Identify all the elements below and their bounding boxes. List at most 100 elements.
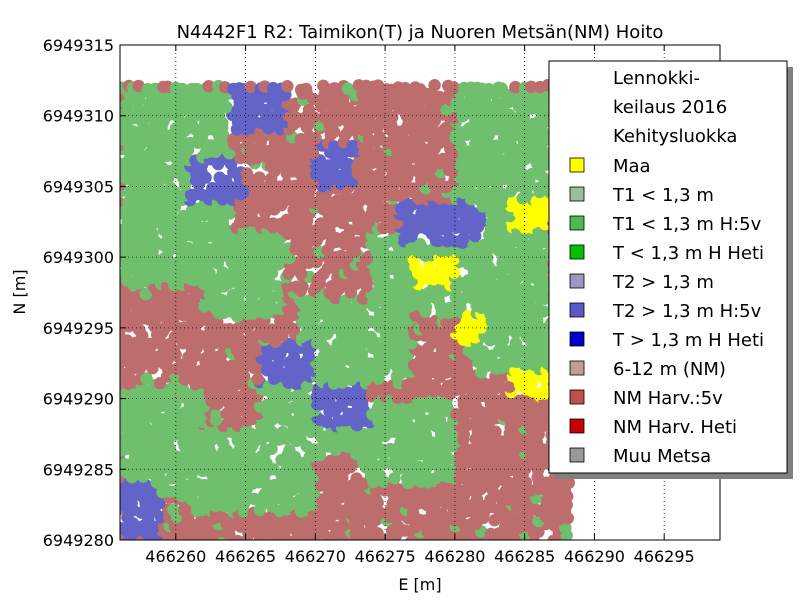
legend-swatch	[569, 302, 585, 318]
legend: Lennokki- keilaus 2016 Kehitysluokka Maa…	[548, 60, 793, 479]
legend-swatch	[569, 418, 585, 434]
data-point-nm-harv-5v	[428, 351, 442, 365]
data-point-nm-harv-5v	[302, 103, 316, 117]
data-points	[120, 78, 576, 540]
data-point-nm-harv-5v	[433, 90, 446, 104]
legend-swatch	[569, 331, 585, 347]
data-point-nm-harv-5v	[413, 138, 426, 152]
data-point-nm-harv-5v	[399, 82, 412, 95]
data-point-t1-h5v	[517, 110, 531, 123]
data-point-t1-h5v	[203, 266, 216, 280]
data-point-nm-harv-5v	[454, 465, 467, 478]
legend-swatch	[569, 447, 585, 463]
data-point-t1-h5v	[223, 147, 236, 160]
data-point-nm-harv-5v	[120, 309, 133, 322]
x-axis-ticks: 466260 466265 466270 466275 466280 466285 4662…	[145, 45, 695, 566]
legend-label: T > 1,3 m H Heti	[612, 330, 764, 351]
data-point-maa	[509, 364, 522, 378]
data-point-nm-harv-5v	[369, 493, 383, 506]
y-tick-label: 6949305	[43, 177, 114, 196]
data-point-t1-h5v	[405, 421, 418, 434]
data-point-t2-h5v	[457, 232, 470, 245]
data-point-t1-h5v	[341, 82, 355, 95]
data-point-t1-h5v	[140, 372, 153, 385]
data-point-t1-h5v	[481, 359, 495, 372]
data-point-t1-h5v	[525, 345, 538, 358]
data-point-t1-h5v	[217, 436, 230, 450]
legend-label: Maa	[613, 156, 651, 177]
data-point-t2-h5v	[328, 140, 341, 153]
data-point-nm-harv-5v	[290, 111, 303, 125]
data-point-t1-h5v	[426, 394, 440, 407]
data-point-nm-harv-5v	[447, 81, 461, 94]
data-point-t1-h5v	[440, 103, 453, 117]
data-point-t1-h5v	[440, 451, 454, 464]
data-point-nm-harv-5v	[253, 171, 266, 184]
x-tick-label: 466275	[355, 547, 416, 566]
y-tick-label: 6949315	[43, 36, 114, 55]
data-point-t1-h5v	[559, 521, 572, 535]
data-point-nm-harv-5v	[350, 472, 363, 485]
legend-entries: Maa T1 < 1,3 m T1 < 1,3 m H:5v T < 1,3 m H …	[569, 156, 764, 467]
data-point-t1-h5v	[248, 492, 261, 506]
data-point-nm-harv-5v	[281, 80, 294, 93]
data-point-t1-h5v	[139, 288, 152, 301]
data-point-t1-h5v	[532, 238, 545, 252]
x-tick-label: 466295	[634, 547, 695, 566]
data-point-nm-harv-5v	[464, 392, 477, 406]
legend-swatch	[569, 157, 585, 173]
x-tick-label: 466270	[285, 547, 346, 566]
legend-swatch	[569, 244, 585, 260]
data-point-nm-harv-5v	[495, 435, 509, 448]
data-point-t1-h5v	[537, 125, 550, 139]
data-point-t1-h5v	[388, 472, 401, 485]
data-point-t1-h5v	[176, 82, 189, 96]
x-axis-label: E [m]	[398, 575, 441, 594]
data-point-t2-h5v	[273, 366, 286, 379]
data-point-t1-h5v	[519, 281, 533, 294]
data-point-t1-h5v	[231, 310, 244, 323]
data-point-t1-h5v	[279, 401, 292, 415]
legend-swatch	[569, 273, 585, 289]
data-point-t1-h5v	[164, 181, 177, 195]
data-point-t1-h5v	[509, 337, 522, 350]
data-point-nm-harv-5v	[532, 457, 546, 470]
legend-label: Muu Metsa	[613, 446, 711, 467]
data-point-t1-h5v	[342, 324, 355, 337]
data-point-nm-harv-5v	[363, 168, 376, 181]
data-point-t1-h5v	[481, 147, 494, 160]
legend-label: T1 < 1,3 m H:5v	[612, 214, 762, 235]
data-point-t1-h5v	[148, 458, 162, 471]
data-point-t2-h5v	[328, 167, 341, 180]
data-point-t2-h5v	[320, 415, 334, 429]
legend-title-line-1: Lennokki-	[613, 68, 700, 89]
data-point-nm-harv-5v	[374, 506, 387, 519]
data-point-nm-harv-5v	[132, 79, 145, 93]
data-point-t1-h5v	[454, 97, 468, 110]
legend-label: T2 > 1,3 m H:5v	[612, 301, 762, 322]
legend-swatch	[569, 360, 585, 376]
data-point-nm-harv-5v	[435, 507, 448, 521]
chart-title: N4442F1 R2: Taimikon(T) ja Nuoren Metsän…	[177, 22, 664, 43]
data-point-t1-h5v	[518, 358, 531, 372]
data-point-nm-harv-5v	[509, 80, 522, 94]
data-point-t1-h5v	[460, 166, 473, 180]
data-point-nm-harv-5v	[371, 146, 385, 159]
data-point-t1-h5v	[294, 493, 307, 506]
legend-label: T1 < 1,3 m	[612, 185, 714, 206]
data-point-maa	[530, 210, 543, 223]
data-point-nm-harv-5v	[428, 79, 441, 92]
data-point-t1-h5v	[533, 168, 546, 181]
data-point-nm-harv-5v	[309, 132, 322, 145]
legend-label: T2 > 1,3 m	[612, 272, 714, 293]
legend-label: NM Harv. Heti	[613, 417, 737, 438]
data-point-t1-h5v	[531, 302, 545, 316]
legend-label: T < 1,3 m H Heti	[612, 243, 764, 264]
x-tick-label: 466280	[424, 547, 485, 566]
data-point-t1-h5v	[364, 315, 378, 328]
data-point-t1-h5v	[300, 380, 314, 393]
legend-title-line-3: Kehitysluokka	[613, 126, 737, 147]
data-point-t1-h5v	[210, 408, 223, 422]
data-point-t1-h5v	[356, 308, 370, 321]
data-point-maa	[422, 259, 436, 272]
